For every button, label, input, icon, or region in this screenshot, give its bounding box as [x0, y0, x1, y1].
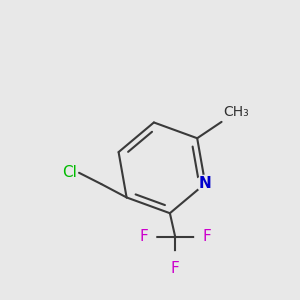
Text: F: F	[202, 230, 211, 244]
Circle shape	[197, 175, 214, 192]
Text: N: N	[199, 176, 211, 191]
Circle shape	[195, 230, 208, 244]
Text: F: F	[171, 261, 180, 276]
Text: Cl: Cl	[62, 165, 77, 180]
Text: CH₃: CH₃	[223, 106, 249, 119]
Text: F: F	[139, 230, 148, 244]
Circle shape	[142, 230, 156, 244]
Circle shape	[169, 252, 182, 265]
